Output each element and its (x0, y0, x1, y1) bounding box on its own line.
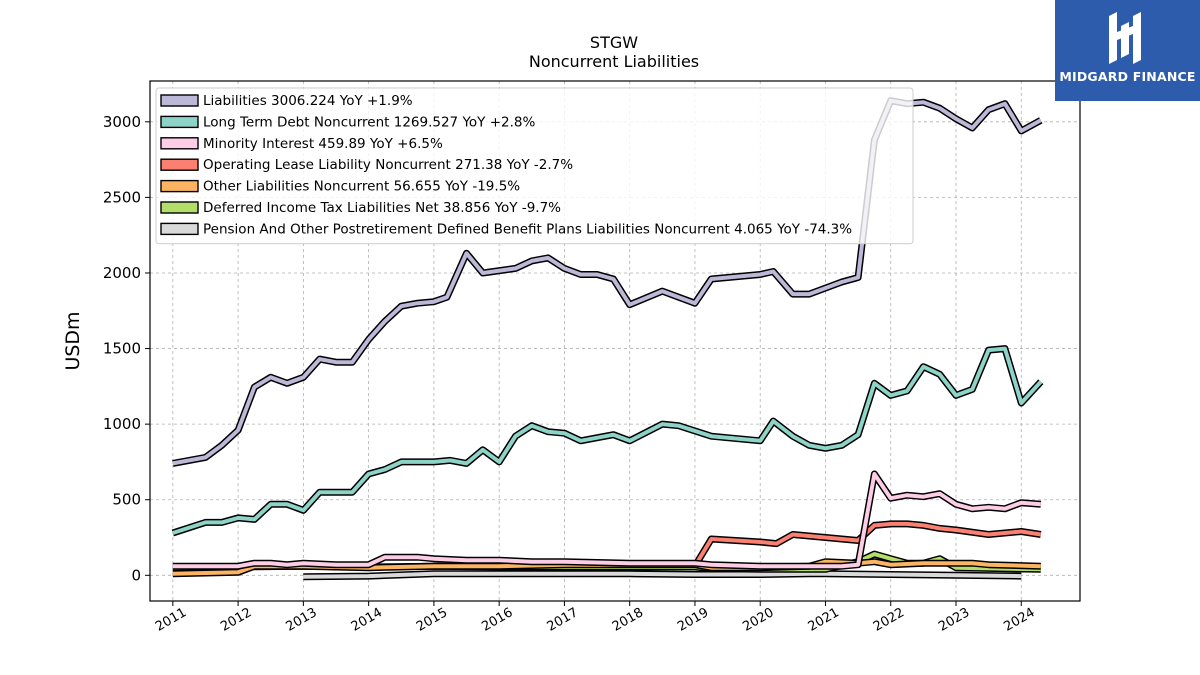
x-tick-label: 2021 (806, 605, 842, 635)
legend-swatch (160, 201, 199, 214)
x-tick-label: 2023 (936, 605, 972, 635)
x-tick-label: 2012 (218, 605, 254, 635)
x-tick-label: 2013 (284, 605, 320, 635)
x-tick-label: 2018 (610, 605, 646, 635)
legend-entry: Deferred Income Tax Liabilities Net 38.8… (203, 200, 561, 216)
series-line (693, 521, 1042, 568)
x-tick-label: 2017 (545, 605, 581, 635)
legend-entry: Liabilities 3006.224 YoY +1.9% (203, 93, 413, 109)
legend-box (155, 87, 914, 245)
legend-swatch (160, 94, 199, 107)
y-tick-label: 2000 (103, 264, 141, 282)
legend-entry: Long Term Debt Noncurrent 1269.527 YoY +… (203, 114, 535, 130)
x-tick-label: 2011 (153, 605, 189, 635)
series-line (172, 472, 1041, 569)
midgard-logo-icon (1109, 12, 1141, 64)
series-lines (171, 97, 1044, 581)
y-tick-label: 500 (112, 491, 141, 509)
x-tick-label: 2020 (740, 605, 776, 635)
y-tick-label: 3000 (103, 113, 141, 131)
chart-title: STGW (590, 33, 638, 52)
brand-name: MIDGARD FINANCE (1059, 69, 1196, 84)
legend-swatch (160, 222, 199, 236)
brand-logo: MIDGARD FINANCE (1055, 0, 1200, 101)
legend-swatch (160, 158, 199, 171)
x-tick-label: 2022 (871, 605, 907, 635)
series-line (303, 571, 1022, 579)
plot-frame (149, 80, 1081, 602)
legend-swatch (160, 137, 199, 150)
legend: Liabilities 3006.224 YoY +1.9% Long Term … (155, 87, 914, 245)
x-tick-label: 2014 (349, 605, 385, 635)
legend-swatch (160, 179, 199, 193)
x-tick-label: 2024 (1001, 605, 1037, 635)
x-tick-label: 2015 (414, 605, 450, 635)
legend-entry: Pension And Other Postretirement Defined… (203, 221, 852, 237)
series-line (172, 346, 1043, 535)
legend-entry: Minority Interest 459.89 YoY +6.5% (203, 136, 443, 152)
y-axis-label: USDm (62, 311, 84, 370)
legend-swatch (160, 115, 199, 129)
y-tick-label: 1000 (103, 415, 141, 433)
y-tick-label: 1500 (103, 340, 141, 358)
legend-entry: Other Liabilities Noncurrent 56.655 YoY … (203, 179, 520, 195)
x-tick-label: 2016 (479, 605, 515, 635)
y-tick-label: 2500 (103, 188, 141, 206)
chart-subtitle: Noncurrent Liabilities (529, 52, 699, 71)
y-tick-label: 0 (131, 566, 141, 584)
legend-entry: Operating Lease Liability Noncurrent 271… (203, 157, 573, 173)
x-tick-label: 2019 (675, 605, 711, 635)
